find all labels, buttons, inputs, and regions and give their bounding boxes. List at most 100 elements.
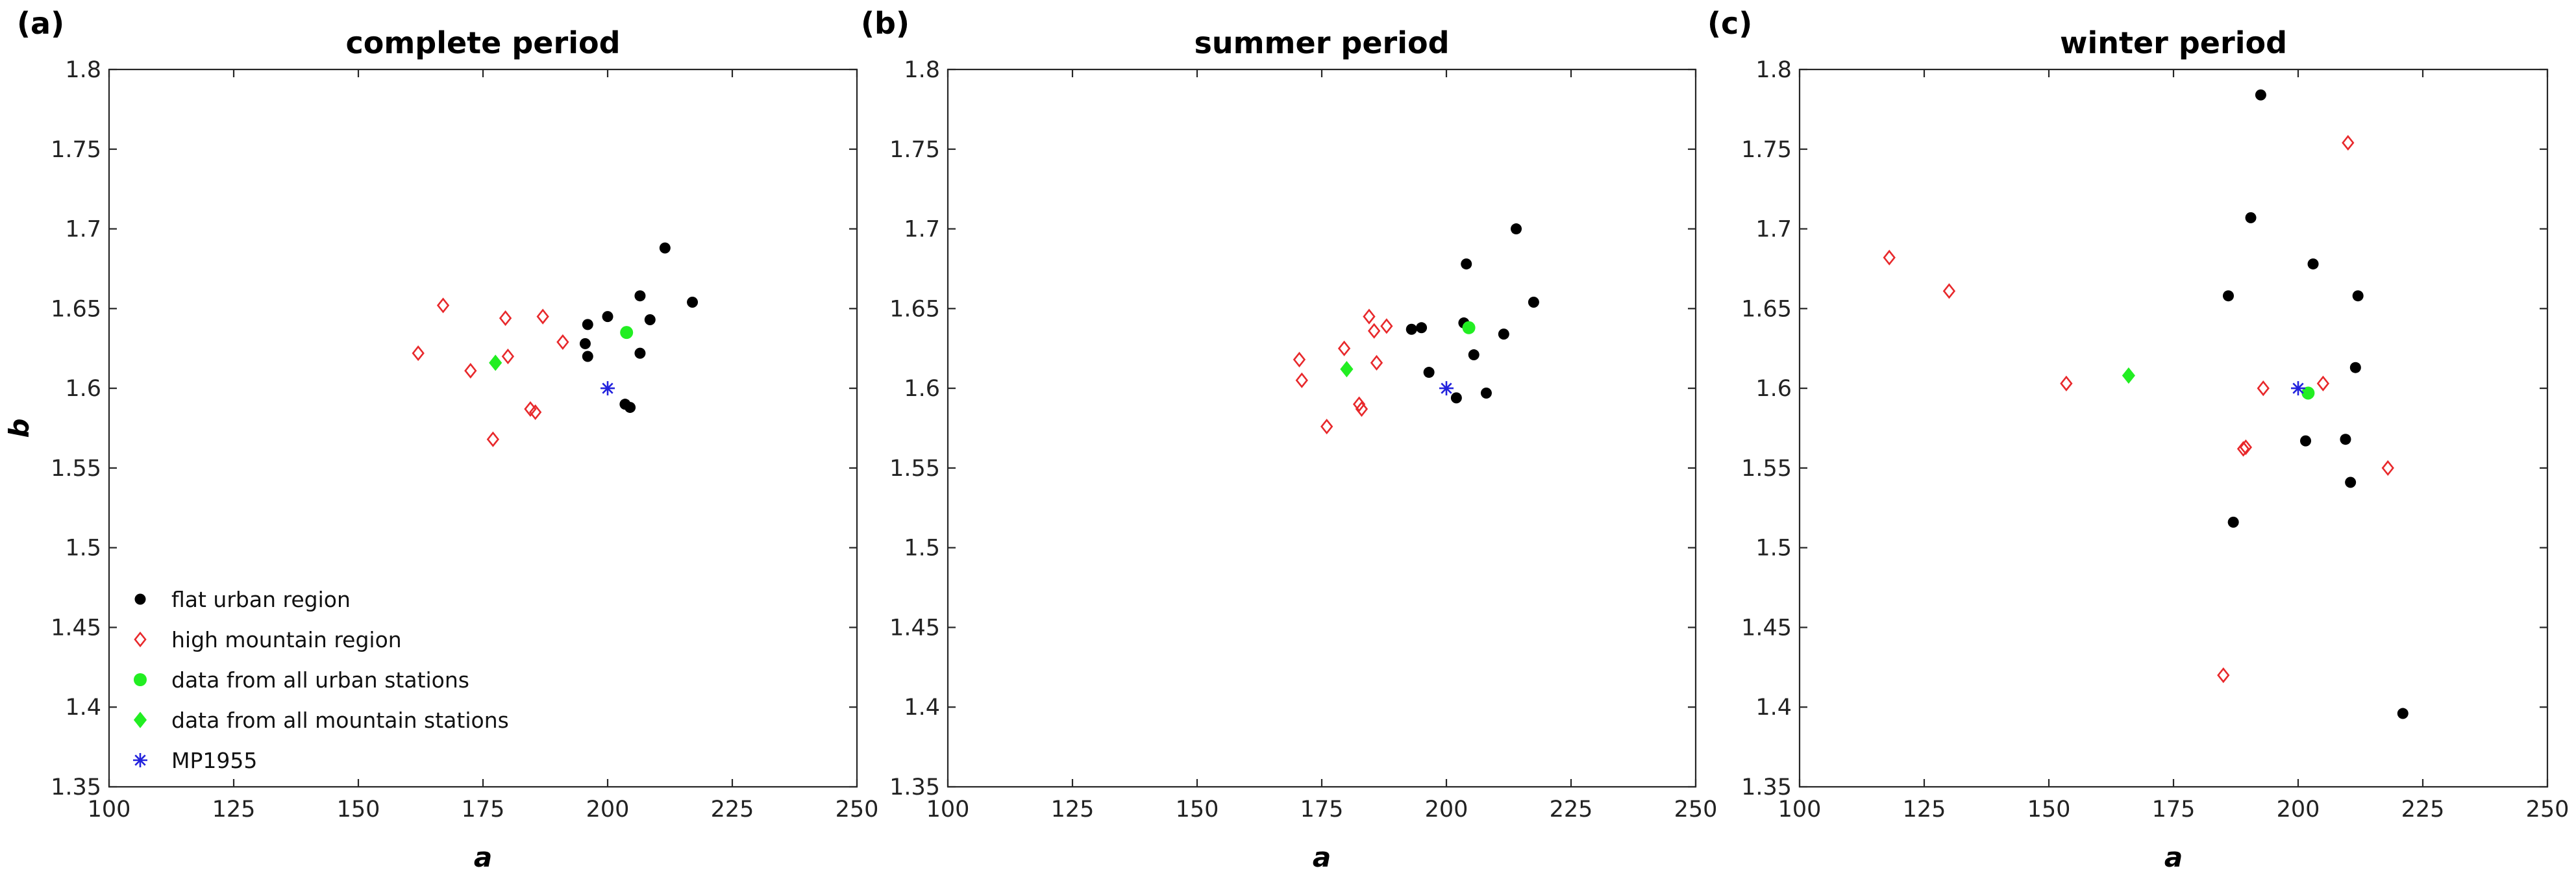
chart-title: winter period — [2060, 25, 2287, 60]
data-point — [1337, 340, 1351, 356]
data-point — [1439, 381, 1454, 396]
series-high-mountain-region — [1293, 308, 1393, 435]
legend-entry: flat urban region — [171, 587, 351, 612]
y-tick-label: 1.45 — [889, 615, 940, 641]
data-point — [2257, 380, 2270, 397]
data-point — [634, 347, 646, 359]
data-point — [464, 363, 477, 379]
y-tick-label: 1.55 — [51, 456, 101, 482]
y-tick-label: 1.6 — [1755, 376, 1792, 402]
data-point — [2060, 375, 2073, 391]
data-point-shape — [1367, 323, 1381, 339]
data-point — [1423, 367, 1435, 378]
data-point — [579, 338, 591, 349]
plot-frame — [1798, 68, 2549, 788]
data-point-shape — [1337, 340, 1351, 356]
data-point-shape — [644, 314, 656, 326]
series-data-from-all-urban-stations — [620, 326, 634, 340]
data-point-shape — [1423, 367, 1435, 378]
data-point-shape — [528, 404, 542, 421]
data-point — [601, 381, 615, 396]
data-point-shape — [436, 297, 450, 314]
data-point — [2342, 134, 2355, 151]
series-high-mountain-region — [412, 297, 569, 447]
data-point — [602, 311, 613, 323]
panel-label: (b) — [861, 6, 910, 41]
data-point-shape — [634, 347, 646, 359]
x-tick-label: 100 — [926, 797, 970, 823]
data-point-shape — [464, 363, 477, 379]
data-point-shape — [1370, 354, 1383, 371]
y-tick-label: 1.5 — [65, 536, 101, 562]
data-point-shape — [1293, 351, 1306, 367]
data-point-shape — [1468, 349, 1480, 361]
legend-marker-shape — [134, 673, 147, 686]
data-point-shape — [1340, 361, 1354, 378]
data-point — [1468, 349, 1480, 361]
data-point-shape — [1295, 372, 1308, 388]
x-tick-label: 250 — [836, 797, 879, 823]
data-point-shape — [2222, 290, 2234, 302]
y-tick-label: 1.5 — [904, 536, 940, 562]
data-point — [1883, 249, 1896, 266]
data-point-shape — [1480, 387, 1492, 399]
data-point-shape — [582, 351, 593, 362]
data-point-shape — [2307, 258, 2319, 270]
data-point-shape — [536, 308, 549, 325]
data-point — [2222, 290, 2234, 302]
data-point-shape — [2397, 708, 2409, 719]
data-point — [2300, 435, 2312, 447]
data-point — [489, 354, 502, 371]
data-point — [1416, 322, 1428, 334]
y-tick-label: 1.55 — [1741, 456, 1792, 482]
legend-marker — [134, 631, 147, 648]
y-tick-label: 1.7 — [904, 217, 940, 243]
data-point — [1461, 258, 1472, 270]
data-point — [2255, 89, 2266, 101]
x-tick-label: 100 — [88, 797, 131, 823]
x-tick-label: 175 — [2152, 797, 2196, 823]
y-tick-label: 1.65 — [51, 296, 101, 322]
y-tick-label: 1.6 — [904, 376, 940, 402]
data-point-shape — [2342, 134, 2355, 151]
x-tick-label: 250 — [2526, 797, 2570, 823]
data-point — [634, 290, 646, 302]
x-tick-label: 125 — [1051, 797, 1095, 823]
data-point-shape — [2345, 477, 2357, 488]
data-point-shape — [2301, 386, 2315, 400]
data-point — [412, 345, 425, 362]
data-point — [501, 348, 515, 365]
x-tick-label: 125 — [1903, 797, 1946, 823]
data-point — [2227, 516, 2239, 528]
data-point-shape — [1416, 322, 1428, 334]
data-point — [1462, 321, 1476, 334]
data-point-shape — [1498, 328, 1509, 340]
legend-marker-shape — [134, 631, 147, 648]
data-point-shape — [489, 354, 502, 371]
panel-label: (a) — [17, 6, 64, 41]
series-data-from-all-urban-stations — [2301, 386, 2315, 400]
data-point-shape — [2217, 667, 2230, 684]
x-axis-label: a — [2164, 841, 2183, 873]
data-point — [2352, 290, 2364, 302]
data-point — [625, 402, 636, 414]
data-point-shape — [687, 297, 699, 308]
series-data-from-all-urban-stations — [1462, 321, 1476, 334]
y-tick-label: 1.35 — [51, 774, 101, 800]
y-tick-label: 1.45 — [51, 615, 101, 641]
data-point — [2122, 367, 2135, 384]
x-tick-label: 200 — [2277, 797, 2320, 823]
data-point — [1352, 396, 1366, 412]
y-tick-label: 1.75 — [51, 137, 101, 163]
data-point-shape — [1461, 258, 1472, 270]
data-point-shape — [2239, 439, 2253, 456]
data-point-shape — [501, 348, 515, 365]
data-point — [582, 319, 593, 330]
data-point-shape — [2122, 367, 2135, 384]
data-point — [499, 310, 512, 327]
data-point-shape — [2381, 460, 2394, 476]
series-mp1955 — [2291, 381, 2305, 396]
y-tick-label: 1.4 — [65, 695, 101, 721]
data-point — [1498, 328, 1509, 340]
y-tick-label: 1.35 — [889, 774, 940, 800]
